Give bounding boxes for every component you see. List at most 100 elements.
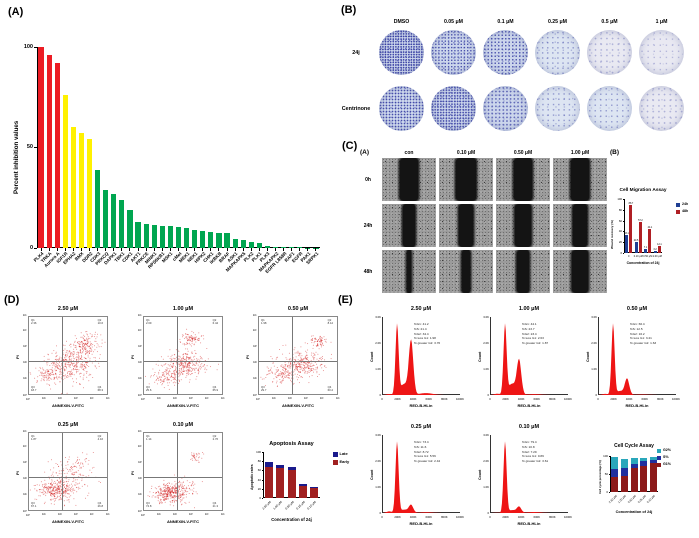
hist-plot-title: 2.50 μM (410, 306, 432, 312)
wound-scratch-band (407, 250, 411, 293)
flow-y-tick-label: 10² (23, 476, 27, 480)
colony-well (639, 86, 684, 131)
flow-x-tick-label: 10⁵ (220, 512, 226, 516)
wound-scratch-band (514, 158, 532, 201)
kinase-x-tick-mark (234, 248, 236, 251)
migration-bar-48h (657, 246, 661, 253)
cellcycle-y-tick-mark (608, 474, 610, 475)
hist-y-tick-label: 3.0K (375, 314, 381, 319)
wound-scratch-band (456, 158, 476, 201)
kinase-x-tick-mark (129, 248, 131, 251)
migration-y-tick-mark (622, 253, 624, 254)
colony-col-header: 1 μM (655, 19, 668, 25)
apoptosis-y-tick-mark (261, 452, 263, 453)
flow-plot-title: 0.25 μM (57, 422, 79, 428)
hist-x-axis-label: RED-B-HLin (625, 402, 649, 408)
migration-title: Cell Migration Assay (619, 188, 667, 193)
flow-x-tick-label: 10² (58, 396, 62, 400)
flow-y-tick-label: 10⁵ (137, 313, 142, 317)
migration-bar-value: 57.2 (638, 219, 643, 223)
apoptosis-y-tick-label: 80 (257, 459, 261, 464)
colony-well (483, 30, 528, 75)
wound-col-header: 1.00 μM (570, 150, 590, 156)
legend-label-24h: 24h (682, 202, 689, 206)
flow-quadrant-label-q2: Q2 10.6 (97, 317, 104, 325)
flow-quadrant-vline (61, 433, 63, 510)
flow-plot-title: 0.50 μM (287, 306, 309, 312)
hist-x-tick-label: 600K (641, 396, 649, 401)
apoptosis-bar-early (264, 466, 273, 498)
migration-y-tick-label: 60 (618, 218, 622, 223)
flow-y-tick-label: 10⁴ (137, 329, 142, 333)
flow-plot-title: 2.50 μM (57, 306, 79, 312)
hist-x-tick-label: 600K (425, 514, 433, 519)
hist-x-tick-label: 800K (549, 396, 556, 401)
hist-stats-annotation: %G1: 44.1 %S: 23.7 %G2: 23.4% less G1: 2.6… (522, 322, 549, 346)
apoptosis-y-tick-mark (261, 479, 263, 481)
cell-cycle-histogram-curve (491, 441, 569, 513)
hist-x-tick-label: 400K (409, 396, 417, 401)
flow-quadrant-label-q1: Q1 1.98 (261, 317, 267, 325)
kinase-x-tick-mark (137, 248, 139, 251)
flow-y-tick-label: 10² (138, 360, 142, 364)
hist-x-tick-label: 800K (549, 514, 556, 519)
hist-plot-title: 0.10 μM (518, 424, 540, 430)
flow-quadrant-hline (29, 360, 107, 362)
colony-well (587, 86, 632, 131)
kinase-x-tick-mark (186, 248, 188, 251)
kinase-x-tick-mark (56, 248, 58, 251)
flow-plot-title: 1.00 μM (172, 306, 194, 312)
flow-x-tick-label: 10⁴ (204, 512, 210, 516)
flow-quadrant-label-q4: Q4 68.3 (97, 385, 104, 393)
hist-x-axis-label: RED-B-HLin (409, 402, 433, 408)
migration-bar-24h (625, 235, 629, 253)
hist-x-tick-label: 0 (489, 396, 491, 401)
legend-label-G1%: G1% (663, 462, 671, 466)
kinase-x-tick-mark (89, 248, 91, 251)
flow-quadrant-vline (176, 433, 178, 510)
flow-quadrant-label-q4: Q4 65.9 (212, 385, 219, 393)
kinase-x-tick-mark (266, 248, 268, 251)
hist-x-tick-label: 200K (610, 396, 617, 401)
cellcycle-bar-S% (611, 469, 619, 478)
kinase-x-tick-mark (202, 248, 204, 251)
migration-y-tick-label: 20 (618, 240, 622, 245)
flow-y-tick-label: 10⁰ (137, 393, 142, 397)
kinase-bar-PLK2 (248, 241, 254, 248)
kinase-bar-RPS6KB1 (159, 225, 165, 248)
migration-bar-48h (629, 205, 633, 253)
wound-row-label: 0h (365, 176, 371, 183)
kinase-x-tick-mark (153, 248, 155, 251)
cellcycle-bar-G1% (611, 477, 619, 492)
hist-x-tick-label: 200K (502, 396, 509, 401)
kinase-x-tick-mark (218, 248, 220, 251)
flow-y-tick-label: 10⁰ (137, 509, 142, 513)
wound-scratch-band (403, 204, 415, 247)
flow-x-tick-label: 10¹ (42, 512, 46, 516)
hist-x-tick-label: 200K (394, 514, 401, 519)
flow-x-tick-label: 10¹ (42, 396, 46, 400)
flow-y-tick-label: 10⁴ (252, 329, 257, 333)
flow-y-tick-label: 10² (23, 360, 27, 364)
colony-well (535, 86, 580, 131)
flow-quadrant-label-q1: Q1 1.14 (146, 433, 152, 441)
colony-well (587, 30, 632, 75)
hist-y-tick-label: 1.0K (375, 484, 381, 489)
wound-scratch-band (571, 250, 589, 293)
kinase-bar-IKBKB (216, 232, 222, 248)
hist-x-tick-label: 200K (394, 396, 401, 401)
flow-y-tick-label: 10¹ (23, 492, 27, 496)
apoptosis-y-tick-mark (261, 498, 263, 499)
flow-y-tick-label: 10² (253, 360, 257, 364)
hist-y-tick-label: 3.0K (483, 314, 489, 319)
migration-bar-value: 3.2 (653, 248, 657, 252)
hist-x-tick-label: 1000K (563, 396, 573, 401)
colony-well (431, 86, 476, 131)
flow-quadrant-label-q1: Q1 1.87 (31, 433, 37, 441)
cellcycle-y-tick-label: 50 (604, 472, 608, 476)
apoptosis-bar-early (276, 467, 285, 498)
hist-x-tick-label: 0 (381, 514, 383, 519)
hist-y-tick-label: 2.0K (375, 458, 381, 463)
